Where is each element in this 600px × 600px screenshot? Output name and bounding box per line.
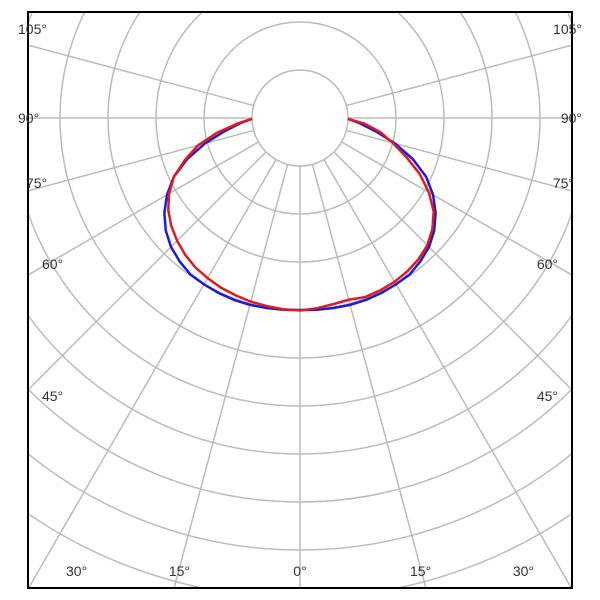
angle-spoke xyxy=(334,152,600,514)
angle-spoke xyxy=(346,0,600,106)
angle-label: 60° xyxy=(537,256,558,272)
angle-label: 90° xyxy=(18,110,39,126)
angle-label: 105° xyxy=(18,21,47,37)
angle-label: 45° xyxy=(42,388,63,404)
angle-label: 0° xyxy=(293,563,306,579)
angle-label: 75° xyxy=(26,175,47,191)
angle-label: 60° xyxy=(42,256,63,272)
angle-label: 105° xyxy=(553,21,582,37)
angle-label: 75° xyxy=(553,175,574,191)
angle-spoke xyxy=(346,130,600,263)
angle-spoke xyxy=(312,164,445,600)
polar-photometry-chart: 105° 90° 75° 60° 45° 30° 15° 0° 105° 90° 75° 60° 45°… xyxy=(0,0,600,600)
angle-label: 30° xyxy=(66,563,87,579)
angle-spoke xyxy=(0,152,266,514)
angle-spoke xyxy=(0,0,254,106)
angle-label: 90° xyxy=(561,110,582,126)
angle-label: 15° xyxy=(410,563,431,579)
grid-group xyxy=(0,0,600,600)
angle-spoke xyxy=(155,164,288,600)
angle-label: 15° xyxy=(169,563,190,579)
angle-spoke xyxy=(20,160,276,600)
radial-circle xyxy=(252,70,348,166)
angle-label: 45° xyxy=(537,388,558,404)
angle-spoke xyxy=(0,130,254,263)
angle-spoke xyxy=(324,160,580,600)
angle-label: 30° xyxy=(513,563,534,579)
